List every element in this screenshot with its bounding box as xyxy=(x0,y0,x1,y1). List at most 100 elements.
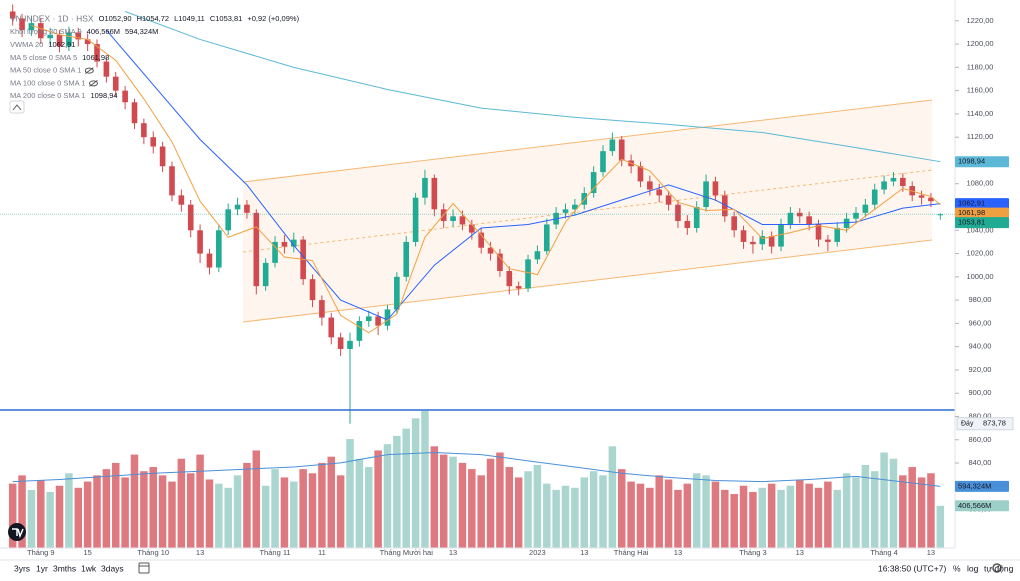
candle-body xyxy=(272,241,278,263)
volume-bar xyxy=(880,452,888,548)
legend-volume-ma-value: 594,324M xyxy=(125,27,158,36)
candle-body xyxy=(206,253,213,268)
x-tick-label: 13 xyxy=(927,548,935,557)
y-tick-label: 940,00 xyxy=(969,342,992,351)
candle-body xyxy=(28,23,35,31)
legend: VN INDEX · 1D · HSX O1052,90 H1054,72 L1049… xyxy=(10,13,300,100)
legend-ohlc: H1054,72 xyxy=(137,14,170,23)
collapse-icon xyxy=(12,104,22,111)
scale-option[interactable]: % xyxy=(953,563,961,573)
scale-option[interactable]: log xyxy=(967,563,979,573)
volume-bar xyxy=(711,481,720,548)
candle-body xyxy=(197,230,203,254)
y-tick-label: 1120,00 xyxy=(967,132,994,141)
candle-body xyxy=(853,212,859,219)
y-tick-label: 920,00 xyxy=(969,365,992,374)
volume-bar xyxy=(814,487,823,548)
candle-body xyxy=(815,224,822,240)
volume-bar xyxy=(664,479,673,548)
volume-bar xyxy=(383,444,392,548)
candle-body xyxy=(281,241,288,247)
legend-indicator-name: MA 100 close 0 SMA 1 xyxy=(10,78,85,87)
candle-body xyxy=(703,181,709,208)
candle-body xyxy=(890,177,897,182)
scale-option[interactable]: tự động xyxy=(984,563,1014,573)
volume-bar xyxy=(571,487,579,548)
x-tick-label: Tháng 4 xyxy=(870,548,898,557)
candle-body xyxy=(122,90,128,103)
calendar-icon[interactable] xyxy=(138,562,150,574)
range-button[interactable]: 3days xyxy=(101,563,124,573)
range-button[interactable]: 1wk xyxy=(81,563,97,573)
volume-bar xyxy=(917,477,926,548)
hidden-eye-icon[interactable] xyxy=(84,67,94,74)
y-tick-label: 1140,00 xyxy=(967,109,994,118)
volume-bar xyxy=(18,475,26,548)
y-tick-label: 1200,00 xyxy=(966,39,993,48)
candle-body xyxy=(731,216,737,231)
volume-bar xyxy=(721,489,729,548)
volume-bar xyxy=(842,473,851,548)
volume-bar xyxy=(655,475,663,548)
logo-mark xyxy=(12,528,24,539)
volume-bar xyxy=(290,481,298,548)
volume-bar xyxy=(608,446,617,548)
volume-bar xyxy=(374,450,382,548)
candle-body xyxy=(787,212,794,225)
range-button[interactable]: 3yrs xyxy=(14,563,30,573)
volume-ma-line xyxy=(12,452,941,487)
price-tag: 1061,98 xyxy=(958,208,985,217)
candle-body xyxy=(862,204,869,213)
candle-body xyxy=(478,232,484,248)
volume-bar xyxy=(318,462,326,548)
legend-symbol: VN INDEX · 1D · HSX xyxy=(10,13,94,23)
candle-body xyxy=(881,181,887,190)
candle-body xyxy=(159,146,166,167)
candle-body xyxy=(84,39,91,45)
volume-bar xyxy=(683,483,692,548)
candle-body xyxy=(572,204,578,210)
volume-bar xyxy=(580,477,589,548)
volume-bar xyxy=(852,477,860,548)
volume-bar xyxy=(46,491,54,548)
volume-bar xyxy=(393,435,401,548)
candle-body xyxy=(47,34,53,39)
range-button[interactable]: 1yr xyxy=(36,563,48,573)
candle-body xyxy=(141,123,147,138)
x-tick-label: Tháng 3 xyxy=(739,548,767,557)
legend-volume-value: 406,566M xyxy=(87,27,120,36)
hidden-eye-icon[interactable] xyxy=(88,80,98,87)
volume-bar xyxy=(514,477,523,548)
candle-body xyxy=(309,279,316,301)
volume-bar xyxy=(261,485,270,548)
x-tick-label: 13 xyxy=(796,548,804,557)
volume-bar xyxy=(130,454,139,548)
volume-bar xyxy=(627,481,635,548)
volume-bar xyxy=(430,446,439,548)
candle-body xyxy=(590,172,597,194)
low-label-value: 873,78 xyxy=(983,419,1006,428)
range-button[interactable]: 3mths xyxy=(53,563,76,573)
x-tick-label: Tháng 9 xyxy=(27,548,55,557)
volume-bar xyxy=(543,483,551,548)
x-tick-label: Tháng Hai xyxy=(614,548,649,557)
x-tick-label: Tháng Mười hai xyxy=(380,548,434,557)
legend-collapse-button[interactable] xyxy=(9,100,25,114)
candle-body xyxy=(665,195,672,205)
volume-bar xyxy=(196,454,204,548)
candle-body xyxy=(56,34,63,47)
volume-bar xyxy=(692,473,701,548)
candle-body xyxy=(347,340,353,349)
volume-bar xyxy=(889,458,898,548)
candle-body xyxy=(768,236,775,247)
volume-bar xyxy=(205,479,214,548)
x-tick-label: Tháng 10 xyxy=(137,548,169,557)
volume-bar xyxy=(458,462,467,548)
volume-bar xyxy=(355,458,364,548)
candle-body xyxy=(534,251,541,260)
settings-icon[interactable] xyxy=(992,563,1002,573)
candle-body xyxy=(178,195,185,205)
volume-bar xyxy=(346,439,354,548)
volume-bar xyxy=(739,485,748,548)
